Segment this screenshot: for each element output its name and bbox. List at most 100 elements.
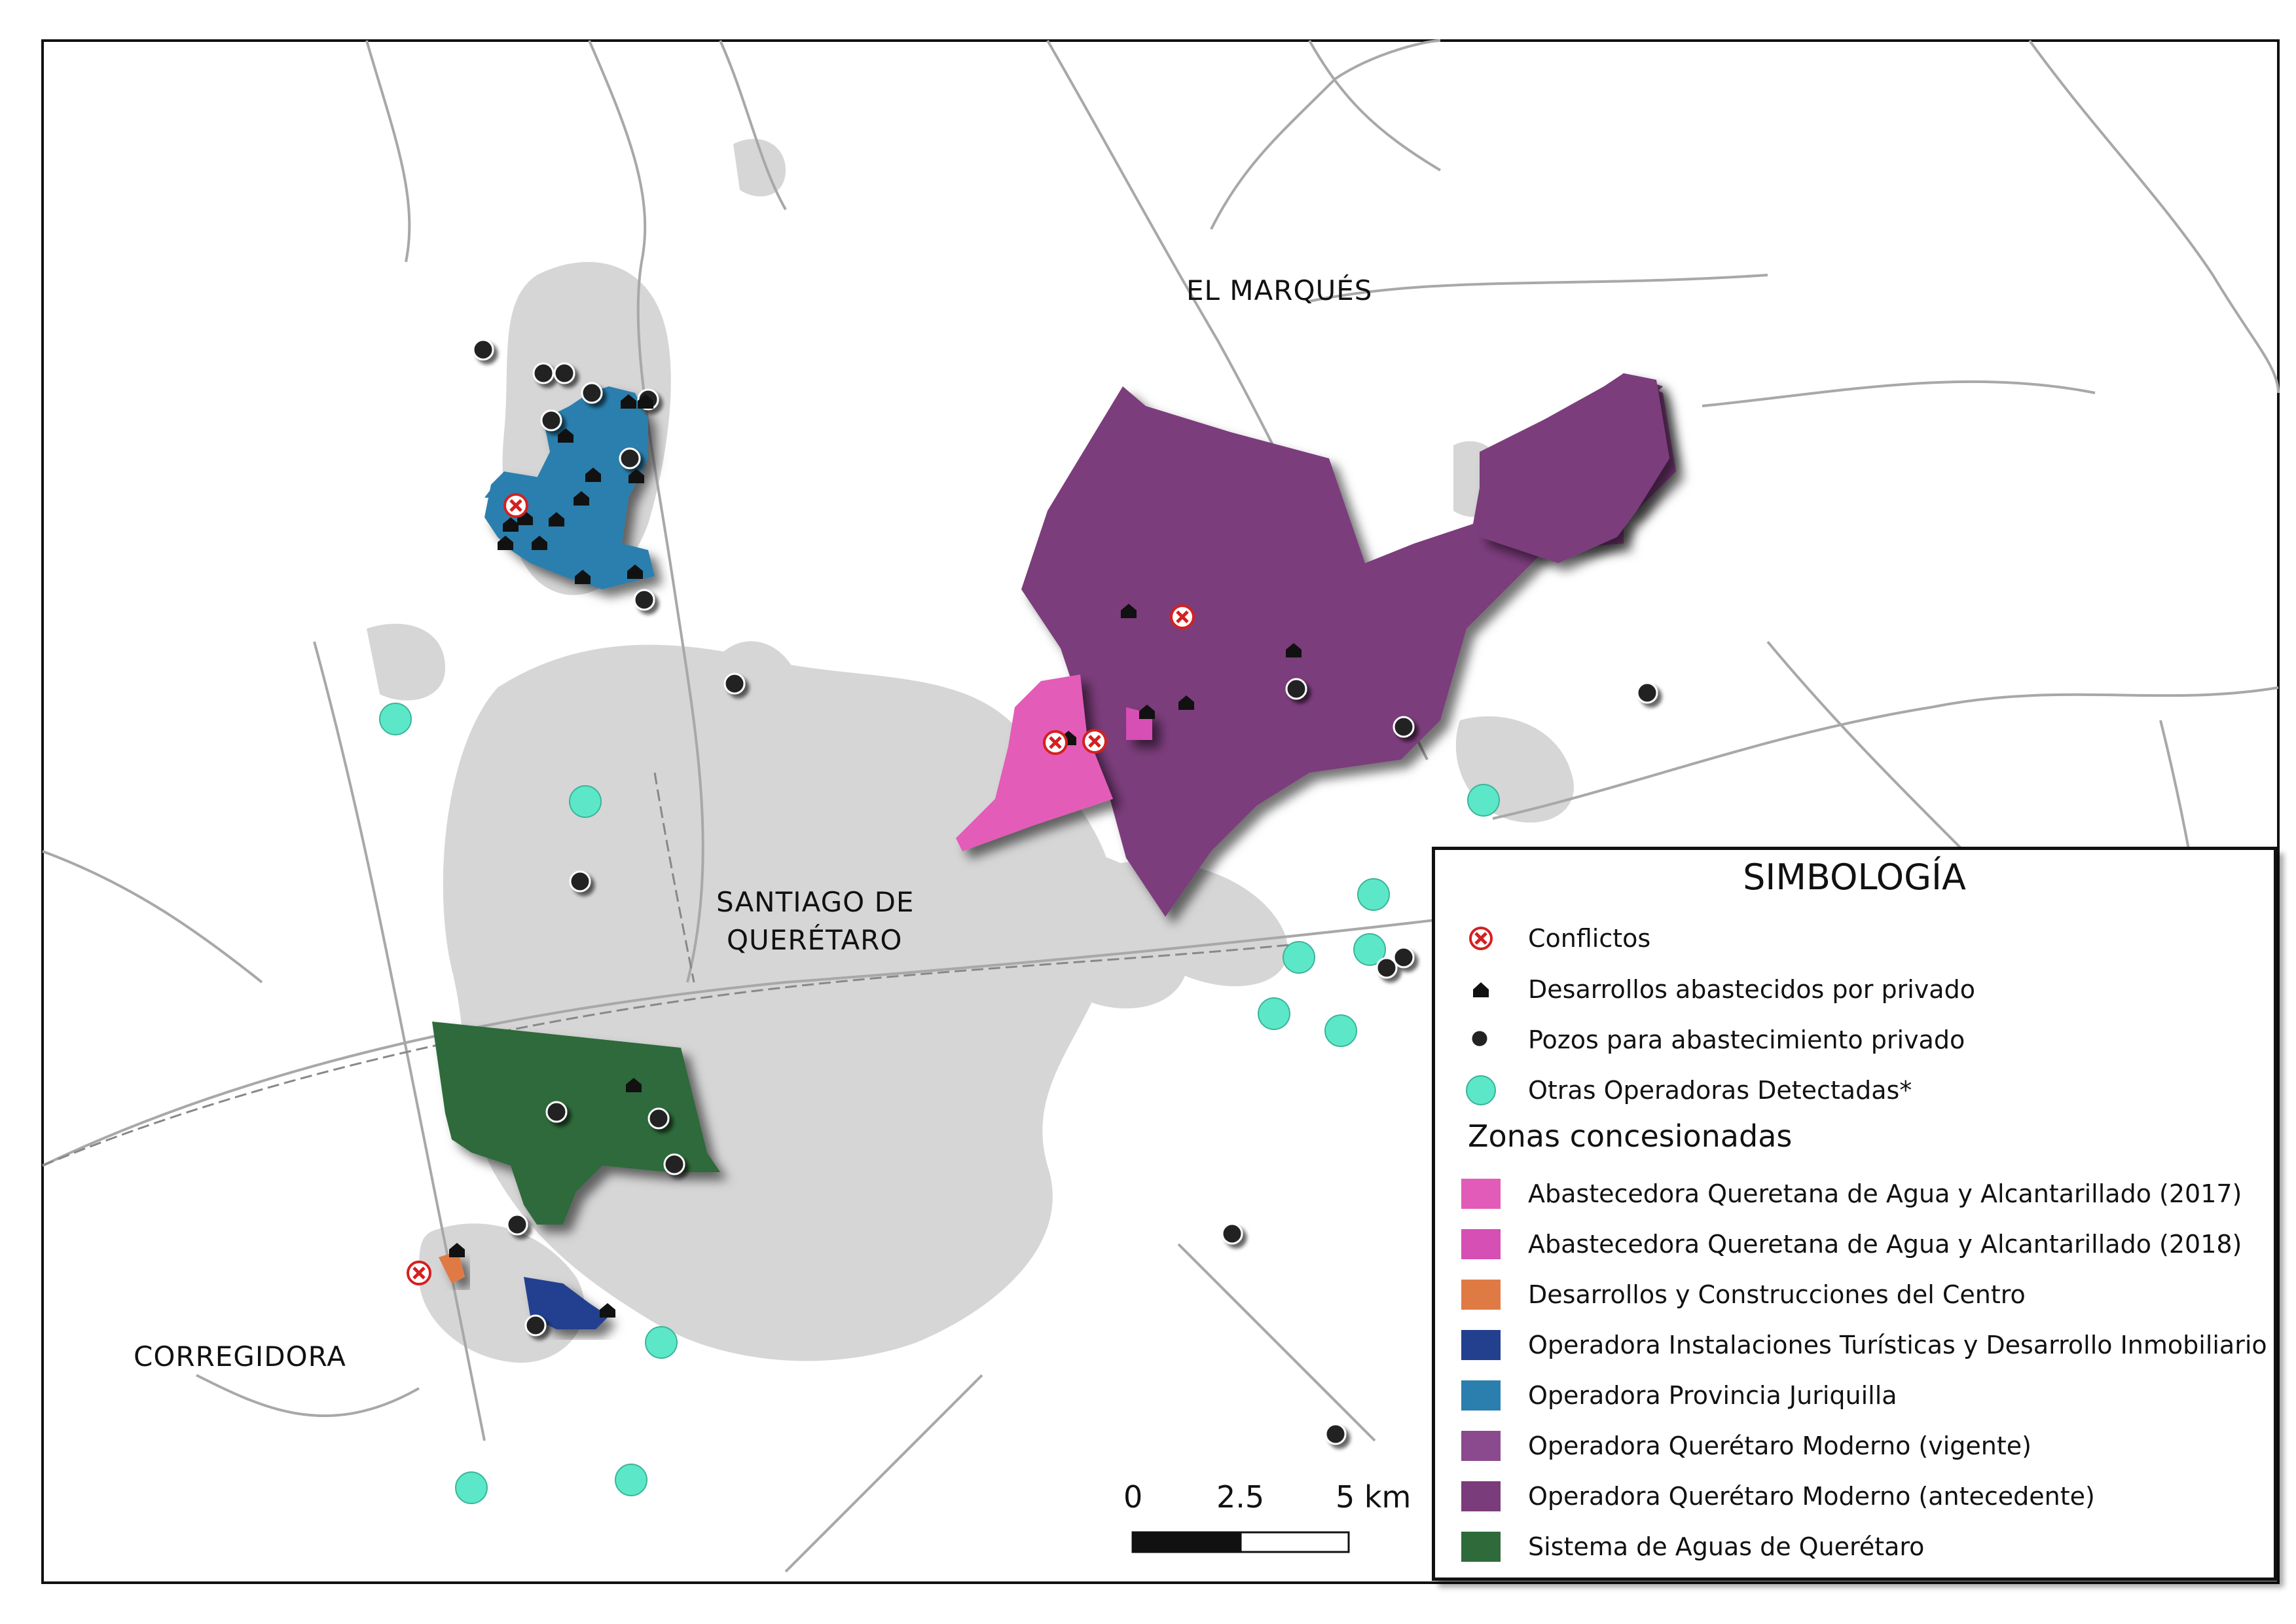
well-markers[interactable] xyxy=(472,339,1658,1445)
legend-label-zone: Desarrollos y Construcciones del Centro xyxy=(1528,1280,2026,1309)
legend-label-conflicts: Conflictos xyxy=(1528,924,1651,953)
house-icon xyxy=(585,468,601,482)
well-dot-icon xyxy=(524,1314,547,1337)
place-label-santiago-2: QUERÉTARO xyxy=(727,923,902,956)
operator-circle-icon xyxy=(455,1471,488,1504)
zone-swatch xyxy=(1461,1225,1501,1264)
legend-label-operators: Otras Operadoras Detectadas* xyxy=(1528,1076,1912,1105)
operator-circle-icon xyxy=(615,1464,647,1496)
legend-item-houses: Desarrollos abastecidos por privado xyxy=(1461,967,1975,1012)
conflict-x-icon xyxy=(1082,729,1107,754)
house-icon xyxy=(1139,705,1155,719)
house-icon xyxy=(1121,604,1137,618)
zone-swatch xyxy=(1461,1527,1501,1566)
zone-queretaro-moderno-east[interactable] xyxy=(1480,373,1669,563)
house-icon xyxy=(532,536,547,550)
place-label-el-marques: EL MARQUÉS xyxy=(1186,274,1372,306)
well-dot-icon xyxy=(1324,1423,1347,1445)
zone-swatch xyxy=(1461,1376,1501,1415)
legend-item-wells: Pozos para abastecimiento privado xyxy=(1461,1017,1965,1063)
house-icon xyxy=(498,536,513,550)
legend-label-zone: Abastecedora Queretana de Agua y Alcanta… xyxy=(1528,1230,2242,1259)
house-icon xyxy=(627,564,643,579)
operator-circle-icon xyxy=(1283,941,1315,974)
legend-label-zone: Abastecedora Queretana de Agua y Alcanta… xyxy=(1528,1179,2242,1208)
house-icon xyxy=(1178,695,1194,710)
operator-circle-icon xyxy=(379,703,412,735)
legend-item-zone: Abastecedora Queretana de Agua y Alcanta… xyxy=(1461,1221,2242,1267)
house-icon xyxy=(600,1303,615,1318)
house-icon xyxy=(574,491,589,506)
scale-bar: 0 2.5 5 km xyxy=(1123,1479,1411,1553)
legend-item-zone: Operadora Querétaro Moderno (antecedente… xyxy=(1461,1473,2095,1519)
legend-label-zone: Operadora Querétaro Moderno (vigente) xyxy=(1528,1431,2032,1460)
operator-markers[interactable] xyxy=(379,703,1500,1504)
legend-label-wells: Pozos para abastecimiento privado xyxy=(1528,1025,1965,1054)
legend-item-operators: Otras Operadoras Detectadas* xyxy=(1461,1067,1912,1113)
scale-label-end: 5 km xyxy=(1336,1479,1411,1515)
conflict-x-icon xyxy=(1043,730,1068,755)
house-icon xyxy=(558,428,574,443)
railway xyxy=(42,772,1310,1167)
well-dot-icon xyxy=(1285,678,1307,700)
legend-item-zone: Operadora Provincia Juriquilla xyxy=(1461,1373,1897,1418)
legend-item-zone: Abastecedora Queretana de Agua y Alcanta… xyxy=(1461,1171,2242,1217)
legend-item-conflicts: Conflictos xyxy=(1461,915,1650,961)
house-icon xyxy=(449,1243,465,1257)
house-icon xyxy=(1461,970,1501,1009)
well-dot-icon xyxy=(569,870,591,893)
road-network xyxy=(42,39,2280,1573)
well-dot-icon xyxy=(633,589,655,611)
zone-provincia-juriquilla[interactable] xyxy=(484,386,655,589)
house-icon xyxy=(1286,643,1302,657)
well-dot-icon xyxy=(1636,682,1658,704)
legend-panel: SIMBOLOGÍA Conflictos Desarrollos abaste… xyxy=(1432,847,2277,1581)
well-dot-icon xyxy=(472,339,494,361)
legend-title: SIMBOLOGÍA xyxy=(1743,857,1966,898)
well-dot-icon xyxy=(540,409,562,432)
well-dot-icon xyxy=(581,382,603,404)
conflict-x-icon xyxy=(503,493,528,518)
well-dot-icon xyxy=(545,1101,568,1123)
scale-label-mid: 2.5 xyxy=(1216,1479,1264,1515)
conflict-x-icon xyxy=(407,1261,431,1285)
conflict-x-icon xyxy=(1461,919,1501,958)
legend-label-houses: Desarrollos abastecidos por privado xyxy=(1528,975,1975,1004)
well-dot-icon xyxy=(647,1107,670,1130)
operator-circle-icon xyxy=(1258,997,1290,1030)
well-dot-icon xyxy=(553,362,575,384)
house-icon xyxy=(621,394,636,409)
operator-circle-icon xyxy=(645,1326,678,1359)
operator-circle-icon xyxy=(1353,933,1386,966)
operator-circle-icon xyxy=(1324,1014,1357,1047)
legend-item-zone: Desarrollos y Construcciones del Centro xyxy=(1461,1272,2026,1318)
house-icon xyxy=(503,517,519,532)
well-dot-icon xyxy=(619,447,641,470)
well-dot-icon xyxy=(506,1213,528,1236)
well-dot-icon xyxy=(1461,1020,1501,1060)
zone-desarrollos-centro[interactable] xyxy=(439,1251,465,1283)
well-dot-icon xyxy=(532,362,555,384)
zone-swatch xyxy=(1461,1174,1501,1213)
house-icon xyxy=(626,1078,642,1092)
well-dot-icon xyxy=(1376,957,1398,979)
legend-label-zone: Operadora Provincia Juriquilla xyxy=(1528,1381,1897,1410)
well-dot-icon xyxy=(1393,946,1415,969)
well-dot-icon xyxy=(1221,1223,1243,1245)
operator-circle-icon xyxy=(1461,1071,1501,1110)
legend-item-zone: Operadora Querétaro Moderno (vigente) xyxy=(1461,1423,2032,1469)
well-dot-icon xyxy=(723,673,746,695)
house-icon xyxy=(549,512,564,526)
well-dot-icon xyxy=(663,1153,685,1175)
place-label-santiago-1: SANTIAGO DE xyxy=(716,886,914,918)
legend-item-zone: Sistema de Aguas de Querétaro xyxy=(1461,1524,1924,1570)
legend-label-zone: Operadora Instalaciones Turísticas y Des… xyxy=(1528,1331,2267,1359)
zone-sistema-aguas[interactable] xyxy=(432,1022,720,1225)
house-markers[interactable] xyxy=(449,394,1302,1318)
legend-item-zone: Operadora Instalaciones Turísticas y Des… xyxy=(1461,1322,2267,1368)
operator-circle-icon xyxy=(1467,784,1500,817)
well-dot-icon xyxy=(1393,716,1415,738)
zone-swatch xyxy=(1461,1275,1501,1314)
zone-instalaciones-turisticas[interactable] xyxy=(524,1277,609,1329)
conflict-markers[interactable] xyxy=(407,493,1195,1285)
